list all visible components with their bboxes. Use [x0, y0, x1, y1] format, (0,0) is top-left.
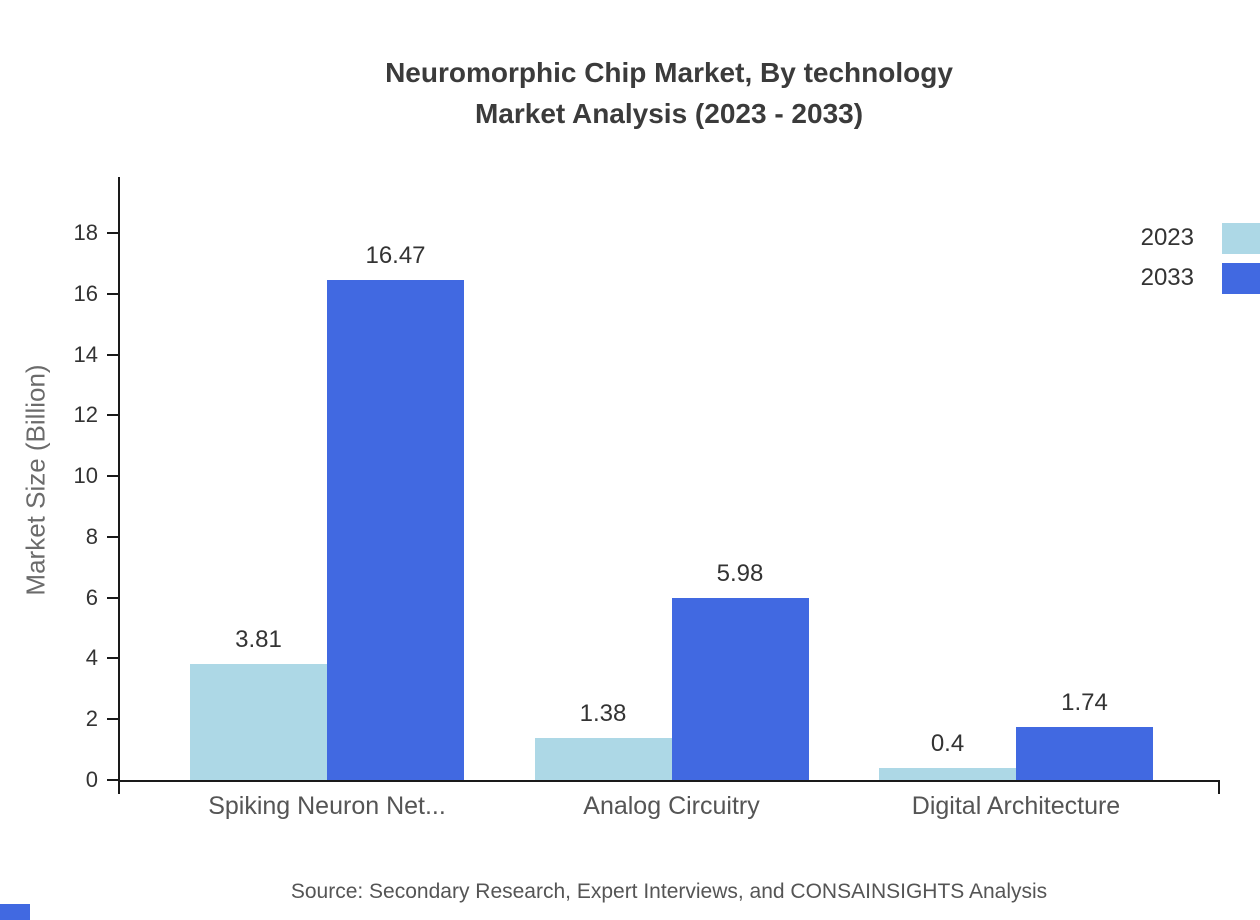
bar-value-label: 3.81 — [235, 626, 282, 654]
bar-value-label: 5.98 — [716, 560, 764, 588]
bar-2023-3 — [879, 767, 1016, 780]
y-tick-label: 10 — [73, 463, 98, 489]
legend-swatch-2033 — [1222, 262, 1260, 294]
plot-area: 0 2 4 6 8 10 12 14 16 18 3.81 16.47 Spiking Neuron N… — [74, 177, 1220, 820]
y-tick-label: 12 — [73, 402, 98, 428]
x-category-label: Digital Architecture — [911, 792, 1121, 820]
legend-label-2033: 2033 — [1140, 264, 1194, 291]
bar-value-label: 1.74 — [1061, 689, 1108, 717]
y-tick-label: 0 — [85, 767, 98, 792]
legend-swatch-2023 — [1222, 222, 1260, 254]
chart-title-line2: Market Analysis (2023 - 2033) — [474, 98, 864, 129]
y-tick-label: 18 — [73, 220, 98, 245]
y-tick-mark — [107, 292, 118, 295]
x-axis-end-tick — [1218, 782, 1220, 794]
bar-value-label: 1.38 — [579, 700, 627, 728]
source-note: Source: Secondary Research, Expert Inter… — [290, 880, 1048, 903]
y-tick-mark — [107, 718, 118, 721]
x-axis-end-tick — [118, 782, 120, 794]
y-tick-mark — [107, 414, 118, 417]
legend-item-2023: 2023 — [1141, 222, 1260, 254]
chart-title-line1: Neuromorphic Chip Market, By technology — [385, 57, 953, 88]
bar-2023-1 — [190, 664, 327, 780]
y-tick-label: 16 — [73, 280, 98, 306]
y-tick-label: 6 — [85, 584, 98, 610]
y-tick-mark — [107, 353, 118, 356]
bar-value-label: 0.4 — [930, 729, 965, 757]
chart-title: Neuromorphic Chip Market, By technology … — [118, 52, 1220, 134]
y-tick-mark — [107, 779, 118, 781]
y-axis-label: Market Size (Billion) — [20, 364, 51, 596]
bar-2023-2 — [534, 738, 672, 780]
legend-label-2023: 2023 — [1140, 224, 1194, 251]
brand-corner-mark — [0, 904, 30, 920]
bar-2033-1 — [327, 279, 464, 780]
y-tick-mark — [107, 475, 118, 478]
y-tick-label: 14 — [73, 341, 98, 367]
y-tick-mark — [107, 596, 118, 599]
y-tick-mark — [107, 657, 118, 660]
x-category-label: Spiking Neuron Net... — [208, 792, 446, 820]
y-tick-mark — [107, 232, 118, 234]
bar-value-label: 16.47 — [365, 241, 426, 269]
y-tick-label: 4 — [85, 645, 98, 671]
bar-2033-3 — [1016, 727, 1153, 780]
bar-2033-2 — [671, 598, 809, 780]
y-tick-label: 2 — [85, 706, 98, 732]
legend-item-2033: 2033 — [1141, 262, 1260, 294]
y-tick-label: 8 — [85, 523, 98, 549]
y-tick-mark — [107, 535, 118, 538]
x-category-label: Analog Circuitry — [583, 792, 760, 820]
